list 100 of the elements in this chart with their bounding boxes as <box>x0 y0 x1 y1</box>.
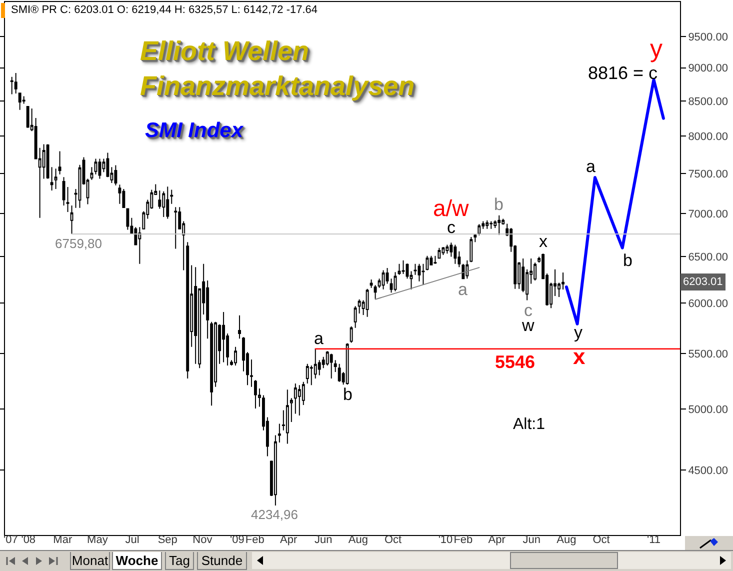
candlestick <box>54 168 58 190</box>
x-tick-label: Oct <box>384 534 402 546</box>
x-tick-label: '09 <box>230 534 244 546</box>
annotation: 6759,80 <box>55 236 102 251</box>
candlestick <box>294 383 297 414</box>
candlestick <box>14 72 18 94</box>
x-tick-label: '11 <box>646 534 661 546</box>
text: 6203.01 <box>683 276 723 288</box>
annotation: c <box>447 218 456 237</box>
candlestick <box>334 360 337 372</box>
candlestick <box>274 434 277 506</box>
candlestick <box>466 260 469 280</box>
y-tick-label: 9500.00 <box>688 31 728 44</box>
candlestick <box>418 263 421 282</box>
y-tick-label: 7000.00 <box>688 208 728 221</box>
y-tick-label: 4500.00 <box>688 465 728 478</box>
x-tick-label: '10 <box>438 534 453 546</box>
annotation: Alt:1 <box>513 416 546 433</box>
candlestick <box>58 150 62 175</box>
candlestick <box>46 144 50 180</box>
x-tick-label: Sep <box>158 534 178 546</box>
candlestick <box>162 190 166 218</box>
x-tick-label: Aug <box>348 534 368 546</box>
annotation: x <box>573 344 586 369</box>
candlestick <box>446 244 449 254</box>
candlestick <box>10 76 14 95</box>
candlestick <box>354 306 357 328</box>
candlestick <box>422 263 425 286</box>
candlestick <box>126 208 130 230</box>
y-tick-label: 8500.00 <box>688 96 728 108</box>
line-series <box>564 78 665 326</box>
annotation: y <box>650 35 663 63</box>
candlestick <box>98 158 102 180</box>
annotation: a <box>314 329 324 348</box>
annotation: b <box>343 385 352 404</box>
x-tick-label: Aug <box>556 534 576 546</box>
x-tick-label: Feb <box>245 534 264 546</box>
text: Elliott Wellen Finanzmarktanalysen <box>140 36 415 102</box>
candlestick <box>234 346 237 366</box>
x-tick-label: Mar <box>53 534 72 546</box>
candlestick <box>350 326 353 344</box>
candlestick <box>174 206 178 250</box>
y-tick-label: 9000.00 <box>688 62 728 75</box>
annotation: b <box>623 251 632 270</box>
tab: Monat <box>70 552 110 570</box>
x-tick-label: Jun <box>314 534 332 546</box>
x-tick-label: '08 <box>21 534 36 546</box>
annotation: b <box>494 195 504 214</box>
candlestick <box>122 188 126 208</box>
candlestick <box>470 236 473 263</box>
annotation: a <box>458 280 468 299</box>
candlestick <box>90 166 94 180</box>
candlestick <box>290 398 293 422</box>
y-tick-label: 5000.00 <box>688 404 728 416</box>
candlestick <box>18 92 22 110</box>
annotation: x <box>539 232 548 251</box>
candlestick <box>50 166 54 192</box>
candlestick <box>442 246 445 256</box>
candlestick <box>118 184 122 204</box>
x-tick-label: Nov <box>192 534 213 546</box>
y-tick-label: 8000.00 <box>688 131 728 144</box>
tab: Stunde <box>197 552 247 570</box>
candlestick <box>374 284 377 300</box>
annotation: 8816 = c <box>588 63 658 83</box>
candlestick <box>138 226 142 264</box>
candlestick <box>70 204 74 234</box>
candlestick <box>222 311 226 363</box>
candlestick <box>166 186 170 220</box>
candlestick <box>498 214 501 236</box>
candlestick <box>26 106 30 128</box>
candlestick <box>306 363 309 384</box>
x-tick-label: Jul <box>125 534 140 546</box>
candlestick <box>330 353 333 380</box>
candlestick <box>474 234 477 243</box>
candlestick <box>338 363 341 382</box>
candlestick <box>194 266 198 364</box>
annotation: y <box>574 323 583 342</box>
x-tick-label: Jun <box>522 534 541 546</box>
x-tick-label: Apr <box>280 534 298 546</box>
candlestick <box>254 380 257 409</box>
candlestick <box>62 176 66 206</box>
text: SMI Index <box>145 119 244 142</box>
x-tick-label: Oct <box>592 534 610 546</box>
tab: Tag <box>165 552 194 570</box>
candlestick <box>486 220 489 230</box>
candlestick <box>170 189 174 204</box>
candlestick <box>394 272 397 292</box>
candlestick <box>94 158 98 175</box>
candlestick <box>250 359 253 388</box>
y-tick-label: 6500.00 <box>688 252 728 264</box>
candlestick <box>186 242 190 380</box>
candlestick <box>434 255 437 264</box>
x-tick-label: '07 <box>4 534 18 546</box>
candlestick <box>66 186 70 213</box>
candlestick <box>438 247 441 260</box>
candlestick <box>346 342 349 386</box>
y-tick-label: 6000.00 <box>688 298 728 310</box>
annotation: 4234,96 <box>251 507 298 522</box>
y-tick-label: 5500.00 <box>688 348 728 361</box>
annotation: a <box>586 157 596 176</box>
